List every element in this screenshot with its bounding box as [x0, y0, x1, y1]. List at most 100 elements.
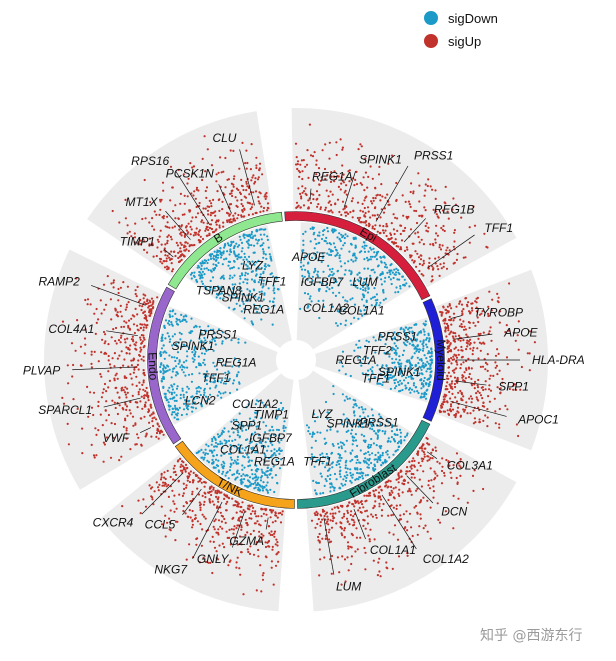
sigup-point	[455, 354, 458, 357]
sigdown-point	[171, 315, 174, 318]
sigdown-point	[222, 430, 225, 434]
sigdown-point	[338, 463, 341, 466]
sigdown-point	[382, 381, 385, 384]
sigup-point	[203, 515, 206, 518]
sigdown-point	[205, 267, 208, 270]
sigdown-point	[426, 346, 429, 349]
sigdown-point	[221, 442, 224, 445]
sigup-point	[355, 536, 358, 539]
sigdown-point	[329, 273, 332, 276]
sigup-point	[456, 252, 459, 256]
sigup-point	[157, 240, 160, 243]
sigup-point	[324, 208, 327, 211]
sigdown-point	[198, 372, 201, 375]
sigup-point	[168, 517, 171, 520]
sigup-point	[445, 335, 448, 338]
sigup-point	[501, 377, 504, 381]
sigup-point	[482, 419, 485, 422]
sigup-point	[231, 497, 234, 500]
sigup-point	[171, 186, 174, 189]
sigdown-point	[254, 479, 257, 482]
sigup-point	[104, 409, 107, 412]
sigup-point	[432, 496, 435, 499]
sigdown-point	[175, 357, 179, 360]
sigdown-point	[173, 383, 176, 386]
sigup-point	[116, 357, 119, 360]
sigup-point	[72, 398, 75, 401]
sigup-point	[440, 406, 443, 409]
sigup-point	[131, 394, 134, 397]
sigup-point	[448, 315, 451, 318]
sigdown-point	[307, 430, 310, 433]
sigup-point	[142, 379, 145, 382]
sigdown-point	[312, 226, 315, 229]
sigdown-point	[396, 448, 399, 451]
sigup-point	[412, 457, 415, 460]
sigup-point	[330, 572, 333, 575]
sigdown-point	[170, 393, 173, 396]
sigup-point	[369, 165, 372, 168]
sigup-point	[385, 561, 388, 564]
sigdown-point	[170, 413, 173, 416]
sigup-point	[517, 348, 520, 351]
sigup-point	[196, 212, 200, 215]
sigup-point	[120, 325, 123, 329]
sigup-point	[451, 408, 455, 411]
sigup-point	[151, 303, 154, 306]
sigdown-point	[233, 274, 236, 277]
sigup-point	[437, 268, 440, 271]
sigup-point	[210, 493, 213, 497]
sigup-point	[373, 493, 376, 496]
sigup-point	[215, 223, 218, 226]
sigdown-point	[266, 238, 269, 241]
sigup-point	[126, 387, 129, 390]
sigup-point	[392, 228, 395, 231]
sigdown-point	[247, 242, 250, 245]
sigdown-point	[430, 358, 433, 361]
sigup-point	[212, 198, 215, 201]
sigdown-point	[260, 468, 263, 471]
sigup-point	[305, 163, 309, 166]
sigup-point	[208, 500, 211, 503]
sigdown-point	[401, 375, 404, 378]
sigdown-point	[303, 258, 306, 261]
sigdown-point	[254, 481, 257, 484]
sigdown-point	[162, 386, 165, 389]
sigup-point	[132, 359, 135, 362]
sigup-point	[421, 449, 424, 452]
sigup-point	[414, 504, 418, 508]
sigdown-point	[406, 360, 409, 363]
sigup-point	[432, 208, 435, 211]
sigup-point	[338, 210, 341, 214]
sigup-point	[445, 326, 448, 330]
sigdown-point	[332, 272, 335, 275]
sigup-point	[116, 311, 119, 314]
sigdown-point	[372, 268, 375, 271]
sigdown-point	[350, 322, 353, 325]
sigdown-point	[382, 298, 385, 302]
sigup-point	[207, 228, 210, 232]
sigdown-point	[408, 285, 411, 288]
sigdown-point	[199, 387, 202, 390]
sigup-point	[508, 387, 511, 391]
sigup-point	[407, 200, 410, 203]
sigup-point	[491, 298, 494, 301]
sigup-point	[372, 196, 375, 200]
sigup-point	[140, 395, 143, 398]
sigdown-point	[351, 476, 354, 479]
sigdown-point	[353, 349, 356, 352]
sigup-point	[199, 477, 202, 480]
sigup-point	[162, 481, 165, 484]
sigup-point	[377, 173, 381, 176]
sigdown-point	[376, 298, 379, 301]
down-gene-label: REG1A	[254, 455, 295, 469]
down-gene-label: LUM	[352, 275, 377, 289]
sigup-point	[146, 395, 149, 398]
sigdown-point	[393, 342, 396, 345]
sigdown-point	[403, 278, 406, 281]
sigdown-point	[162, 344, 165, 347]
sigup-point	[390, 236, 393, 240]
sigup-point	[434, 238, 437, 241]
sigup-point	[216, 506, 219, 509]
sigup-point	[311, 155, 315, 158]
